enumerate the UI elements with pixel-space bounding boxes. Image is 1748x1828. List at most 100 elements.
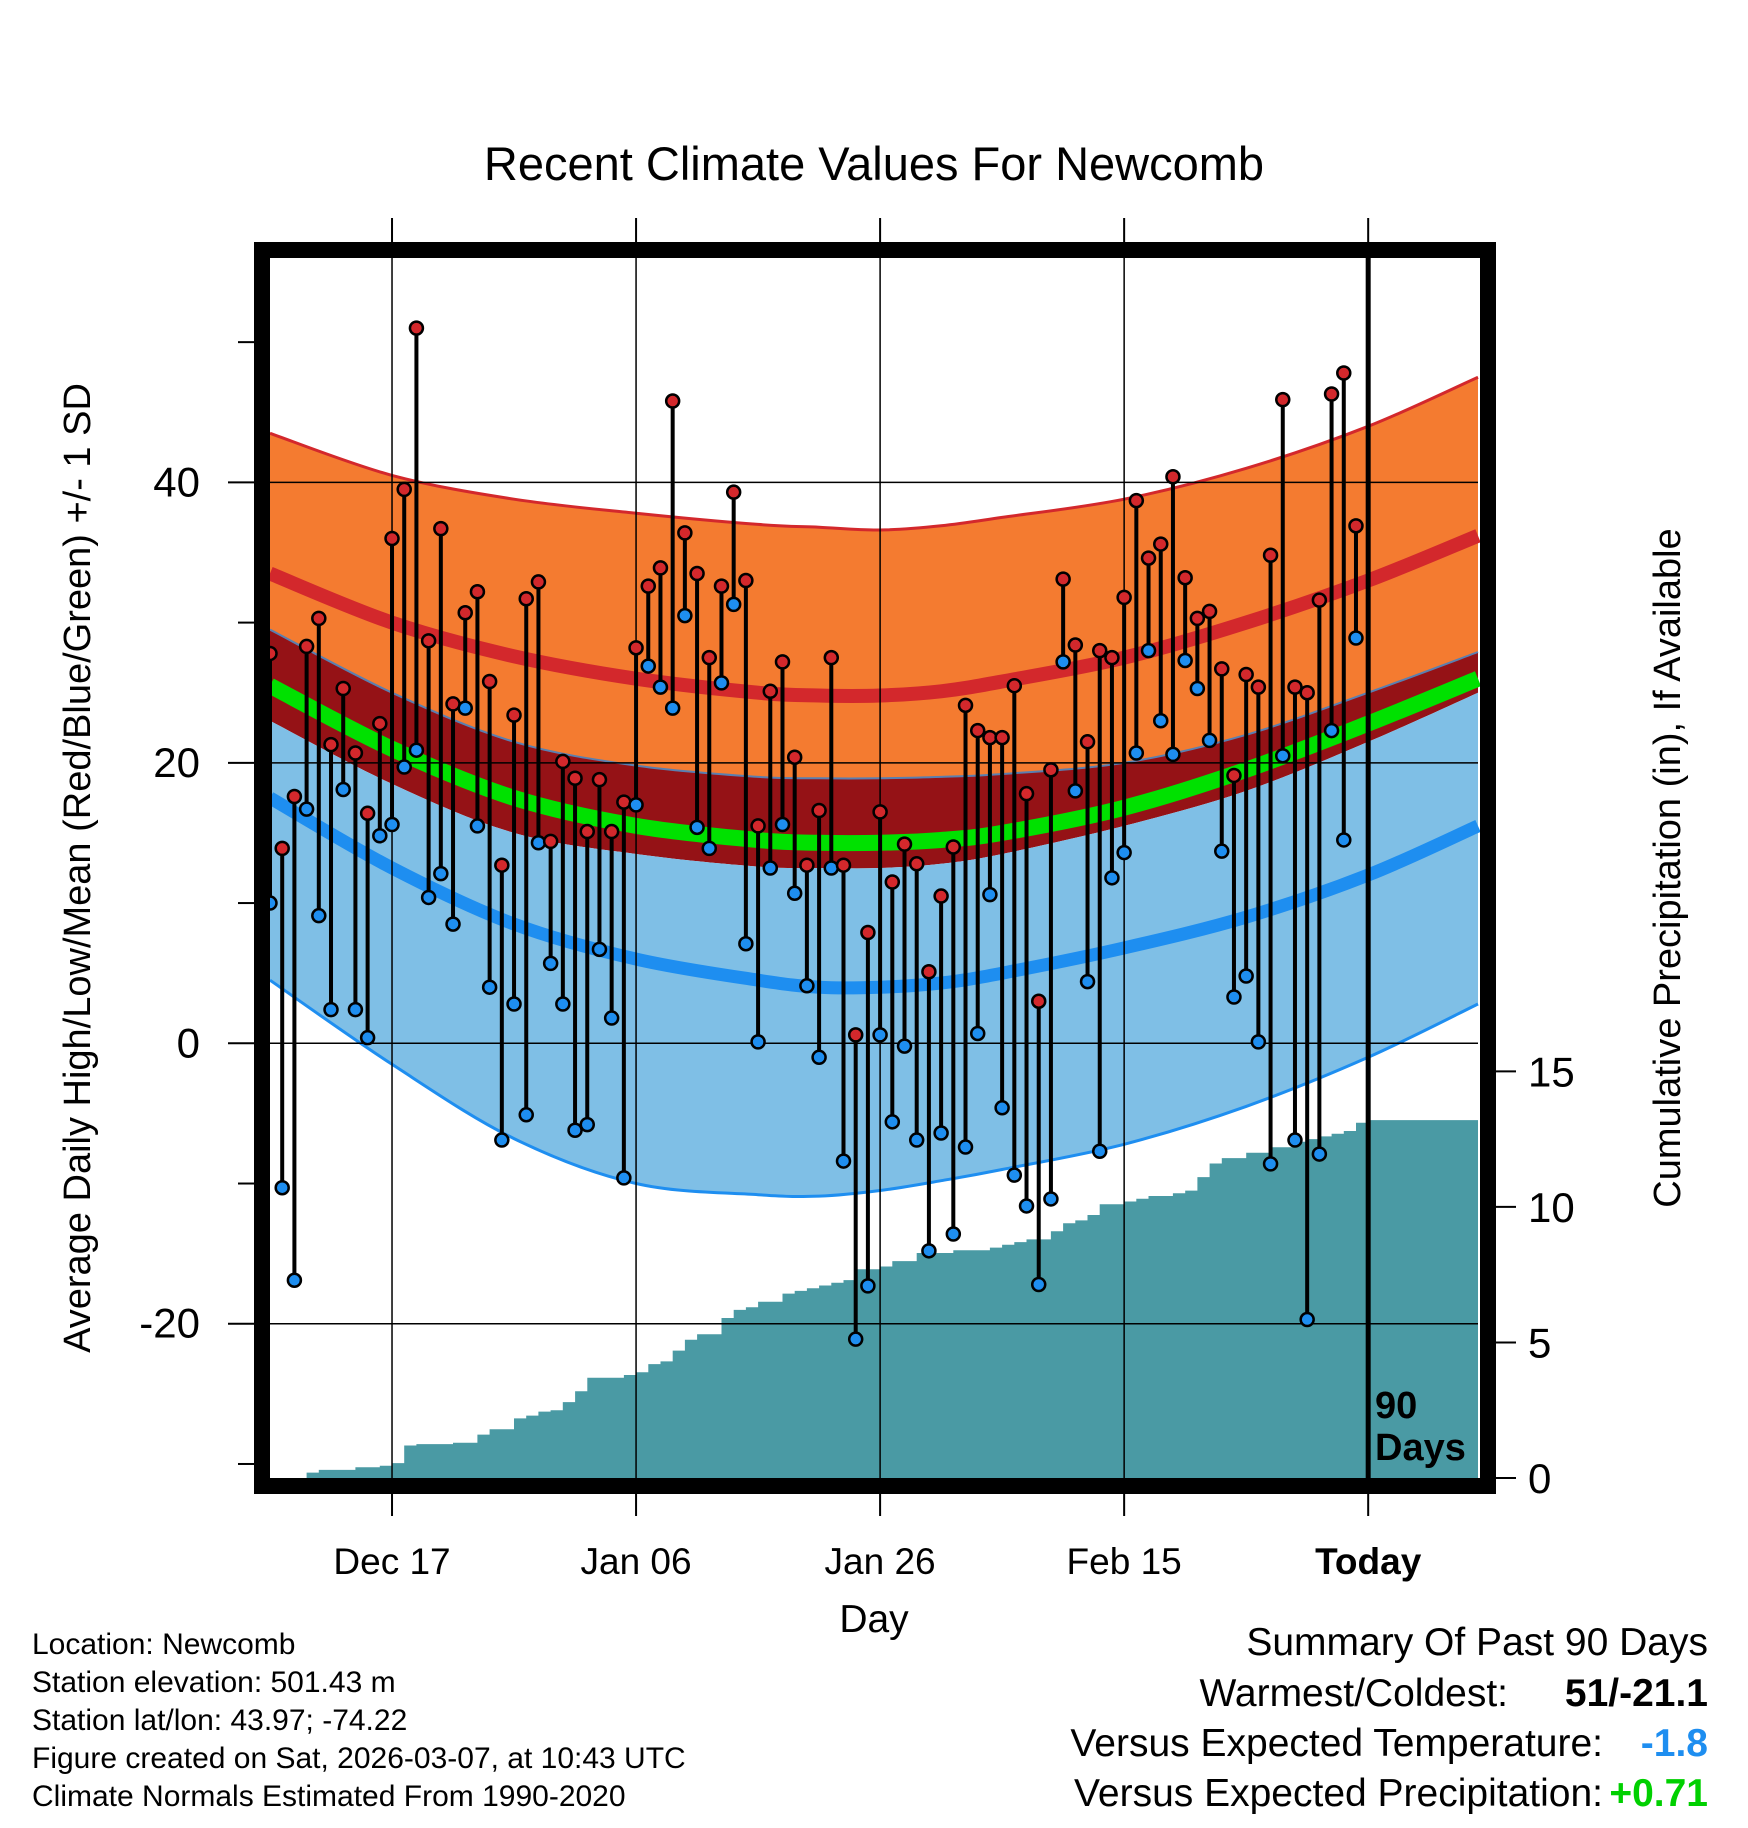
warmest-coldest-label: Warmest/Coldest: bbox=[1199, 1672, 1508, 1715]
daily-high-point bbox=[1275, 391, 1291, 408]
daily-low-point bbox=[823, 860, 840, 876]
daily-low-point bbox=[1226, 989, 1242, 1005]
daily-low-point bbox=[481, 979, 498, 995]
daily-low-point bbox=[640, 658, 657, 674]
daily-low-point bbox=[1165, 746, 1181, 763]
temp-vs-expected-label: Versus Expected Temperature: bbox=[1070, 1722, 1603, 1765]
daily-high-point bbox=[1140, 550, 1157, 566]
daily-low-point bbox=[347, 1001, 364, 1018]
daily-high-point bbox=[1214, 661, 1230, 677]
daily-high-point bbox=[286, 788, 303, 805]
daily-low-point bbox=[1128, 745, 1145, 761]
daily-high-point bbox=[884, 874, 901, 890]
daily-low-point bbox=[457, 700, 473, 716]
meta-location: Location: Newcomb bbox=[32, 1628, 296, 1661]
daily-high-point bbox=[652, 560, 669, 576]
daily-low-point bbox=[945, 1226, 962, 1242]
daily-high-point bbox=[1055, 571, 1071, 587]
daily-low-point bbox=[750, 1034, 766, 1050]
y2-axis-label: Cumulative Precipitation (in), If Availa… bbox=[1647, 528, 1689, 1207]
daily-low-point bbox=[359, 1029, 376, 1046]
daily-low-point bbox=[579, 1116, 596, 1133]
daily-high-point bbox=[994, 729, 1010, 746]
daily-low-point bbox=[518, 1107, 534, 1123]
daily-high-point bbox=[1079, 734, 1096, 750]
daily-low-point bbox=[1067, 783, 1084, 799]
daily-high-point bbox=[567, 770, 583, 787]
daily-high-point bbox=[750, 818, 766, 834]
daily-high-point bbox=[811, 802, 827, 819]
daily-low-point bbox=[1116, 844, 1132, 861]
daily-low-point bbox=[872, 1027, 888, 1043]
daily-high-point bbox=[481, 673, 498, 690]
daily-high-point bbox=[1348, 518, 1364, 534]
daily-low-point bbox=[408, 742, 425, 758]
meta-latlon: Station lat/lon: 43.97; -74.22 bbox=[32, 1704, 408, 1737]
daily-low-point bbox=[274, 1179, 290, 1196]
y-tick-label: 0 bbox=[177, 1019, 200, 1066]
daily-low-point bbox=[1189, 680, 1206, 697]
daily-low-point bbox=[677, 607, 693, 624]
daily-high-point bbox=[420, 633, 437, 649]
daily-high-point bbox=[433, 520, 449, 537]
axes: Dec 17 Jan 06 Jan 26 Feb 15 Today -20 0 20 40 0 5 1… bbox=[139, 218, 1575, 1582]
daily-high-point bbox=[860, 924, 876, 941]
daily-low-point bbox=[786, 885, 803, 901]
meta-elevation: Station elevation: 501.43 m bbox=[32, 1666, 396, 1699]
x-tick-label: Dec 17 bbox=[333, 1541, 450, 1582]
daily-low-point bbox=[1091, 1143, 1108, 1160]
daily-low-point bbox=[542, 955, 559, 972]
daily-low-point bbox=[811, 1049, 827, 1066]
daily-high-point bbox=[457, 605, 473, 621]
daily-low-point bbox=[1079, 973, 1096, 990]
daily-high-point bbox=[603, 823, 620, 840]
daily-high-point bbox=[725, 484, 742, 500]
daily-high-point bbox=[1043, 762, 1059, 778]
y-axis-label: Average Daily High/Low/Mean (Red/Blue/Gr… bbox=[57, 383, 99, 1353]
daily-low-point bbox=[725, 596, 742, 613]
daily-low-point bbox=[762, 860, 779, 876]
daily-high-point bbox=[1091, 642, 1108, 659]
y-tick-label: 20 bbox=[153, 739, 200, 786]
x-tick-label: Jan 26 bbox=[825, 1541, 936, 1582]
daily-low-point bbox=[591, 941, 608, 958]
daily-low-point bbox=[799, 978, 815, 994]
today-marker: 90 Days bbox=[1365, 250, 1466, 1486]
daily-low-point bbox=[1299, 1311, 1315, 1328]
daily-high-point bbox=[384, 530, 400, 547]
daily-low-point bbox=[689, 819, 705, 836]
days-label-word: Days bbox=[1375, 1427, 1466, 1469]
daily-low-point bbox=[774, 816, 791, 833]
daily-low-point bbox=[420, 889, 437, 906]
daily-high-point bbox=[518, 591, 534, 607]
daily-low-point bbox=[286, 1272, 303, 1289]
normal-bands bbox=[266, 375, 1482, 1199]
daily-high-point bbox=[896, 836, 913, 852]
y2-tick-label: 15 bbox=[1528, 1048, 1575, 1095]
daily-high-point bbox=[1250, 679, 1267, 695]
y-tick-label: 40 bbox=[153, 458, 200, 505]
warmest-coldest-value: 51/-21.1 bbox=[1564, 1672, 1708, 1715]
daily-low-point bbox=[884, 1114, 901, 1130]
daily-high-point bbox=[1287, 679, 1303, 695]
daily-high-point bbox=[908, 856, 925, 872]
daily-low-point bbox=[530, 835, 547, 851]
y2-tick-label: 0 bbox=[1528, 1455, 1551, 1502]
daily-high-point bbox=[762, 683, 779, 700]
daily-low-point bbox=[1043, 1191, 1059, 1207]
daily-low-point bbox=[323, 1001, 339, 1018]
y2-tick-label: 10 bbox=[1528, 1184, 1575, 1231]
precip-vs-expected-label: Versus Expected Precipitation: bbox=[1074, 1772, 1603, 1815]
daily-high-point bbox=[555, 753, 571, 770]
daily-high-point bbox=[323, 736, 339, 753]
daily-low-point bbox=[298, 801, 315, 817]
daily-high-point bbox=[347, 745, 364, 761]
daily-high-point bbox=[1018, 785, 1035, 802]
daily-high-point bbox=[1152, 536, 1169, 552]
daily-low-point bbox=[384, 816, 400, 833]
daily-low-point bbox=[616, 1170, 632, 1186]
daily-high-point bbox=[713, 578, 730, 594]
daily-low-point bbox=[835, 1153, 852, 1169]
daily-low-point bbox=[957, 1139, 974, 1155]
